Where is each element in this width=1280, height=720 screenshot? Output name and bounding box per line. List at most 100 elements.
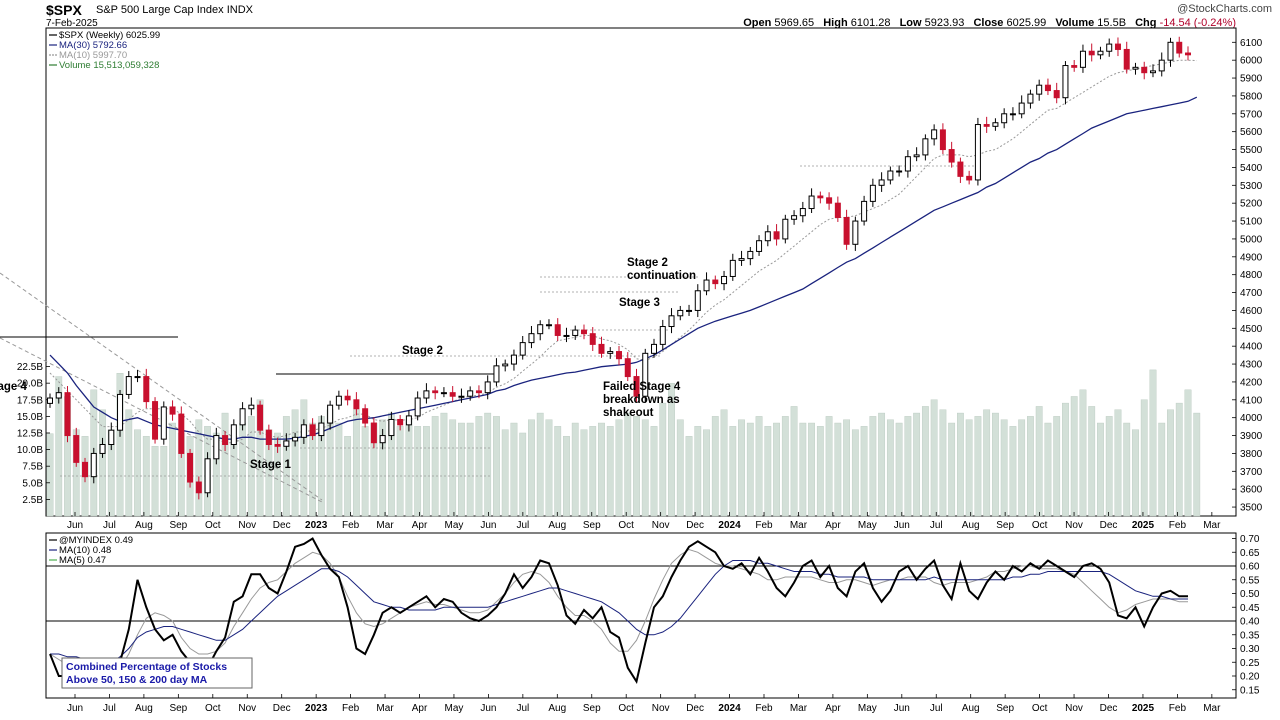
candle — [108, 422, 115, 451]
volume-bar — [895, 422, 903, 517]
candle — [213, 427, 220, 465]
candle — [90, 447, 97, 484]
price-tick-label: 4400 — [1240, 342, 1263, 353]
volume-bar — [396, 426, 404, 517]
candle — [204, 452, 211, 498]
candle — [756, 235, 763, 256]
x-tick-label: Sep — [996, 703, 1014, 714]
candle — [484, 375, 491, 400]
x-tick-label: Feb — [1169, 703, 1187, 714]
candle — [887, 166, 894, 185]
candle-body — [90, 452, 97, 478]
x-tick-label: Mar — [1203, 703, 1221, 714]
candle-body — [484, 381, 491, 394]
volume-series — [46, 369, 1201, 517]
candle-body — [502, 363, 509, 367]
x-tick-label: 2023 — [305, 703, 328, 714]
x-tick-label: Aug — [135, 520, 153, 531]
candle-body — [1088, 50, 1095, 56]
price-tick-label: 4700 — [1240, 288, 1263, 299]
x-tick-label: 2024 — [718, 703, 741, 714]
candle — [966, 170, 973, 185]
candle — [414, 391, 421, 421]
price-tick-label: 3900 — [1240, 431, 1263, 442]
candle — [169, 400, 176, 421]
candle — [931, 124, 938, 146]
candle — [633, 368, 640, 402]
candle-body — [808, 195, 815, 210]
price-axis: 3500 3600 3700 3800 3900 4000 4100 4200 4300 4400… — [1232, 38, 1263, 514]
price-tick-label: 4900 — [1240, 252, 1263, 263]
annotation-failed-2: breakdown as — [603, 394, 680, 406]
low-label: Low — [899, 17, 922, 29]
volume-bar — [878, 412, 886, 517]
volume-bar — [641, 419, 649, 517]
candle — [1009, 107, 1016, 121]
candle-body — [791, 215, 798, 220]
volume-bar — [886, 419, 894, 517]
volume-bar — [615, 419, 623, 517]
x-tick-label: Jun — [894, 703, 910, 714]
candle-body — [939, 129, 946, 151]
volume-bar — [869, 416, 877, 517]
candle — [195, 476, 202, 500]
x-tick-label: Oct — [618, 703, 634, 714]
candle — [1185, 46, 1191, 61]
x-tick-label: Jul — [103, 520, 116, 531]
indicator-tick-label: 0.40 — [1240, 617, 1260, 628]
description-line-1: Combined Percentage of Stocks — [66, 661, 227, 673]
volume-bar — [1000, 419, 1008, 517]
candle-body — [1114, 43, 1121, 50]
candle — [616, 346, 622, 366]
high-label: High — [823, 17, 848, 29]
candle — [799, 201, 806, 223]
candle — [782, 214, 789, 244]
legend-entry: Volume 15,513,059,328 — [59, 60, 159, 71]
candle-body — [1027, 93, 1034, 104]
x-tick-label: Aug — [962, 703, 980, 714]
candle — [992, 118, 999, 131]
candle — [817, 191, 824, 204]
candle — [686, 304, 693, 316]
x-tick-label: 2025 — [1132, 703, 1155, 714]
candle-body — [432, 390, 439, 394]
candle-body — [458, 395, 465, 398]
candle-body — [1106, 43, 1113, 52]
candle — [554, 318, 561, 341]
price-tick-label: 6000 — [1240, 56, 1263, 67]
x-tick-label: Nov — [652, 520, 670, 531]
candle — [405, 410, 412, 432]
volume-bar — [624, 412, 632, 517]
x-tick-label: Dec — [1100, 703, 1118, 714]
candle — [55, 387, 62, 404]
volume-bar — [1062, 402, 1069, 517]
candle-body — [887, 170, 894, 181]
candle-body — [668, 315, 675, 328]
candle — [607, 347, 614, 359]
x-tick-label: Nov — [1065, 703, 1083, 714]
indicator-tick-label: 0.30 — [1240, 644, 1260, 655]
candle-body — [222, 435, 229, 445]
candle — [432, 386, 439, 400]
candle-body — [467, 390, 474, 397]
indicator-ma10-line — [50, 560, 1188, 663]
candle — [283, 433, 290, 451]
candle — [1044, 78, 1051, 96]
candle — [1079, 44, 1086, 73]
candle — [1132, 62, 1139, 75]
ma30-line — [49, 96, 1198, 440]
candle — [598, 336, 605, 358]
downtrend-line — [0, 337, 323, 503]
candle — [440, 387, 447, 398]
candle-body — [134, 376, 141, 379]
price-tick-label: 5800 — [1240, 91, 1263, 102]
candle-body — [913, 154, 920, 158]
index-name: S&P 500 Large Cap Index — [96, 4, 224, 16]
price-tick-label: 5700 — [1240, 109, 1263, 120]
legend-entry: MA(10) 5997.70 — [59, 50, 127, 61]
candle-body — [309, 424, 316, 437]
x-tick-label: Sep — [583, 520, 601, 531]
